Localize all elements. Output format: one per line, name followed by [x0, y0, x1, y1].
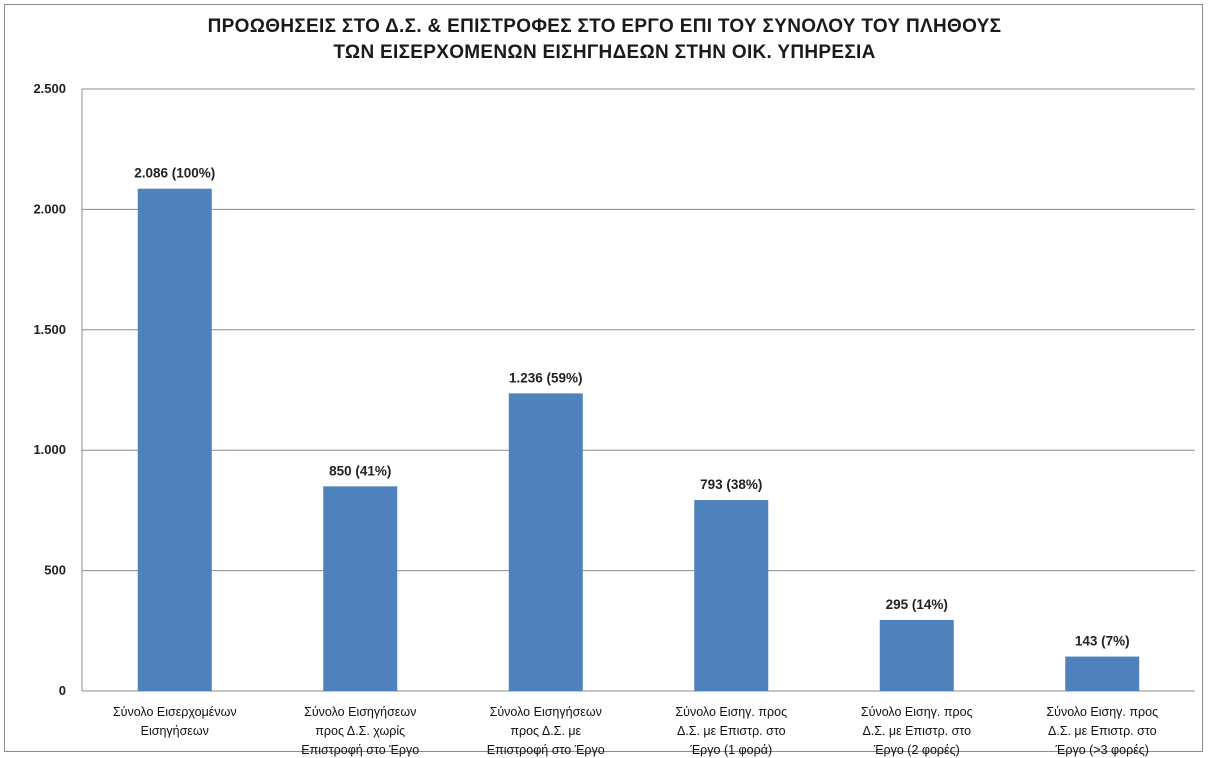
x-category-label: Σύνολο Εισηγ. προς: [861, 705, 973, 719]
bar: [137, 188, 212, 691]
y-tick-label: 1.500: [33, 322, 66, 337]
x-category-label: Επιστροφή στο Έργο: [487, 743, 605, 757]
chart-title-line-1: ΠΡΟΩΘΗΣΕΙΣ ΣΤΟ Δ.Σ. & ΕΠΙΣΤΡΟΦΕΣ ΣΤΟ ΕΡΓ…: [207, 16, 1002, 37]
data-label: 2.086 (100%): [134, 166, 215, 181]
x-category-label: προς Δ.Σ. χωρίς: [315, 724, 405, 738]
x-category-label: προς Δ.Σ. με: [510, 724, 581, 738]
bar: [508, 393, 583, 691]
x-category-label: Εισηγήσεων: [141, 724, 209, 738]
x-category-label: Σύνολο Εισηγ. προς: [1046, 705, 1158, 719]
bar: [879, 619, 954, 691]
bar: [1065, 656, 1140, 691]
data-label: 143 (7%): [1075, 634, 1130, 649]
data-label: 295 (14%): [886, 597, 948, 612]
x-category-label: Σύνολο Εισηγήσεων: [490, 705, 602, 719]
x-category-label: Επιστροφή στο Έργο: [301, 743, 419, 757]
data-label: 1.236 (59%): [509, 370, 583, 385]
bar: [694, 500, 769, 691]
x-category-label: Έργο (>3 φορές): [1055, 743, 1149, 757]
chart-title-line-2: ΤΩΝ ΕΙΣΕΡΧΟΜΕΝΩΝ ΕΙΣΗΓΗΔΕΩΝ ΣΤΗΝ ΟΙΚ. ΥΠ…: [333, 42, 876, 63]
data-label: 850 (41%): [329, 463, 391, 478]
x-category-label: Δ.Σ. με Επιστρ. στο: [677, 724, 786, 738]
x-category-label: Σύνολο Εισηγ. προς: [675, 705, 787, 719]
data-label: 793 (38%): [700, 477, 762, 492]
x-category-label: Δ.Σ. με Επιστρ. στο: [862, 724, 971, 738]
y-tick-label: 2.500: [33, 81, 66, 96]
chart-title: ΠΡΟΩΘΗΣΕΙΣ ΣΤΟ Δ.Σ. & ΕΠΙΣΤΡΟΦΕΣ ΣΤΟ ΕΡΓ…: [0, 14, 1209, 66]
y-tick-label: 500: [44, 563, 66, 578]
x-category-label: Σύνολο Εισηγήσεων: [304, 705, 416, 719]
x-category-label: Έργο (2 φορές): [873, 743, 960, 757]
x-category-label: Έργο (1 φορά): [689, 743, 772, 757]
x-category-label: Σύνολο Εισερχομένων: [113, 705, 237, 719]
y-tick-label: 0: [59, 683, 66, 698]
y-tick-label: 1.000: [33, 442, 66, 457]
y-tick-label: 2.000: [33, 201, 66, 216]
x-category-label: Δ.Σ. με Επιστρ. στο: [1048, 724, 1157, 738]
bar: [323, 486, 398, 691]
